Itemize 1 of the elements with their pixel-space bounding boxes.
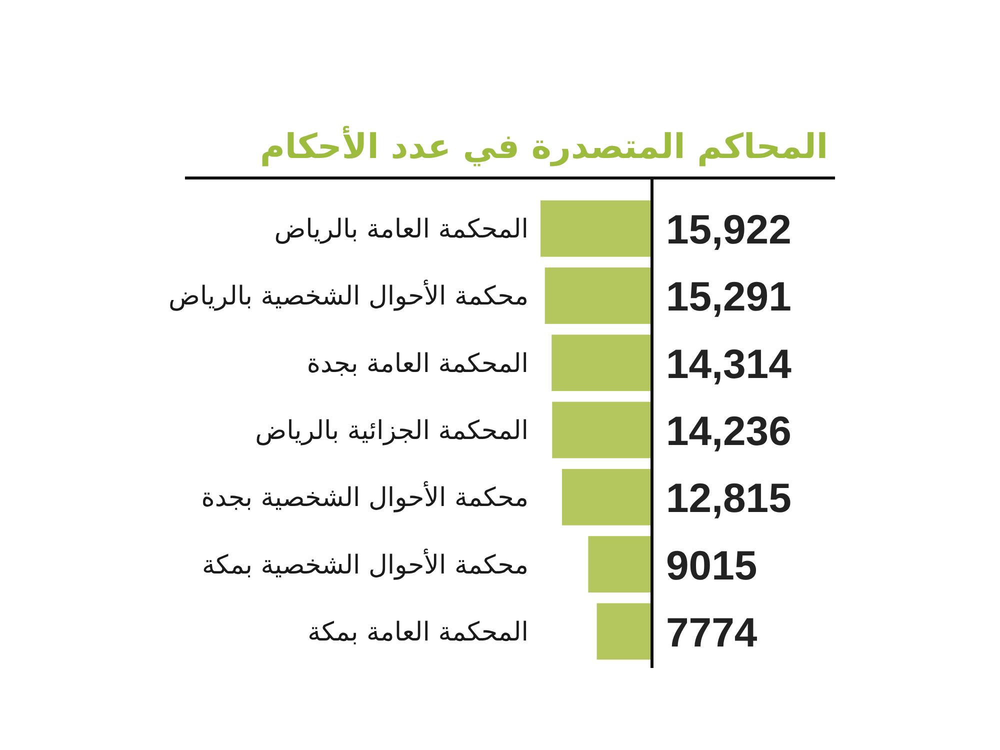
title: المحاكم المتصدرة في عدد الأحكام bbox=[260, 127, 828, 167]
